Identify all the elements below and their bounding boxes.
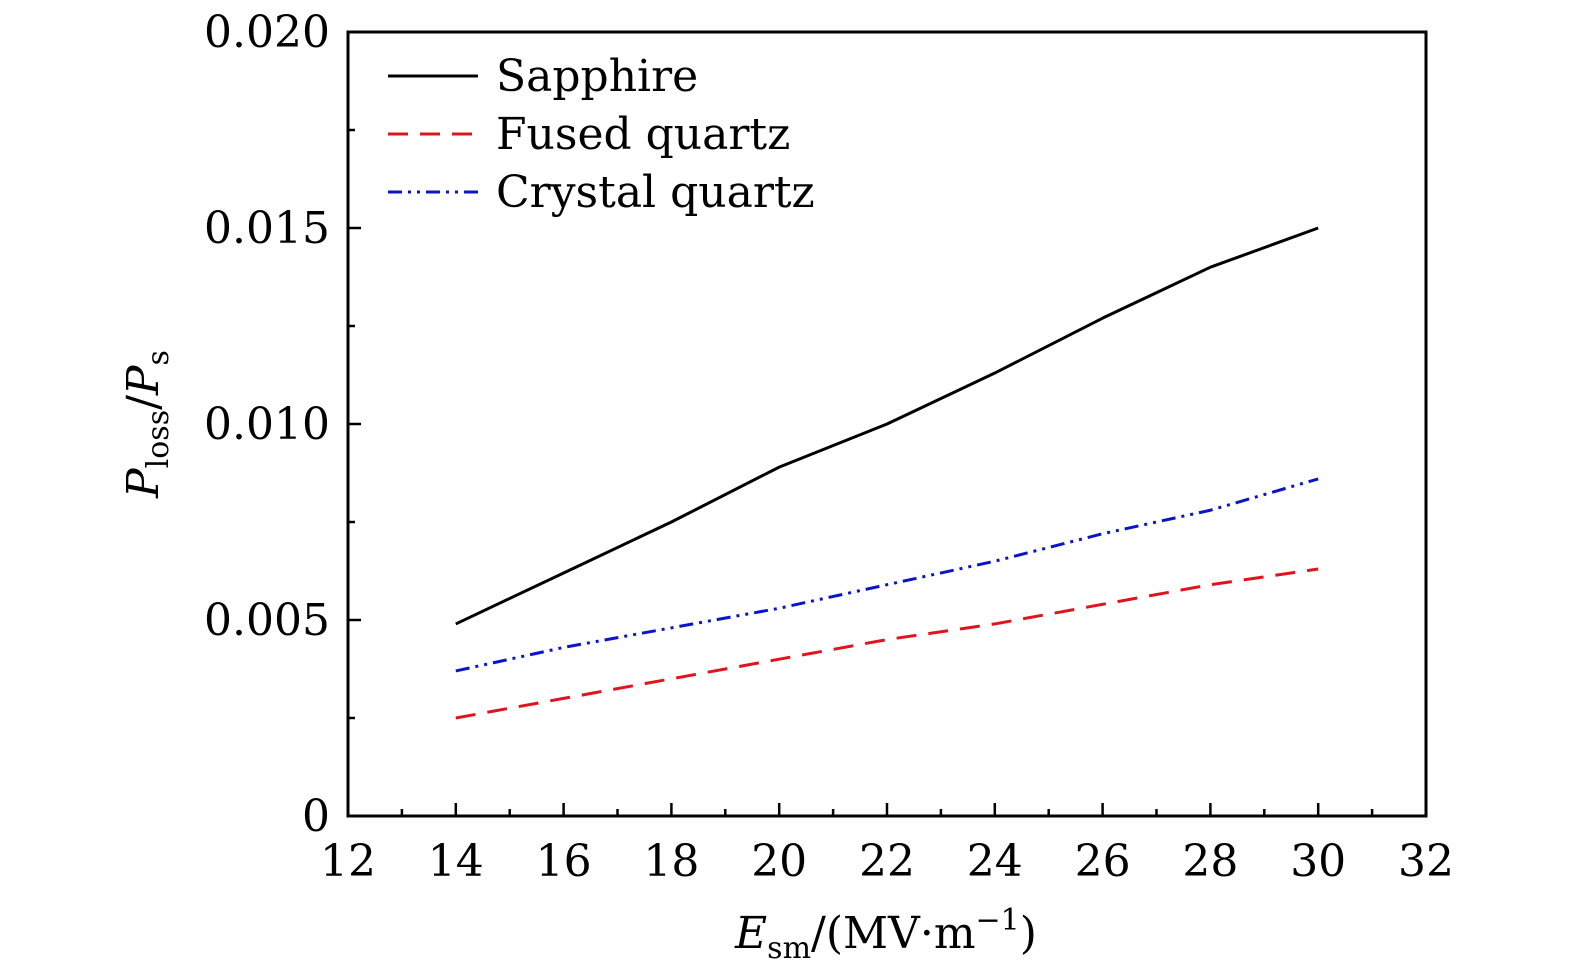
- x-tick-label: 32: [1398, 836, 1454, 887]
- x-tick-label: 14: [428, 836, 484, 887]
- x-tick-label: 30: [1290, 836, 1346, 887]
- x-tick-label: 20: [751, 836, 807, 887]
- x-tick-label: 22: [859, 836, 915, 887]
- x-axis-ticks: 12 14 16 18 20 22 24 26 28 30 32: [320, 803, 1454, 887]
- series-line-crystal-quartz: [455, 477, 1319, 673]
- x-tick-label: 24: [967, 836, 1023, 887]
- legend-label: Fused quartz: [496, 109, 790, 160]
- legend: Sapphire Fused quartz Crystal quartz: [388, 51, 815, 218]
- series-line-fused-quartz: [455, 567, 1319, 720]
- x-tick-label: 12: [320, 836, 376, 887]
- y-axis-label: Ploss/Ps: [118, 350, 176, 499]
- x-tick-label: 18: [643, 836, 699, 887]
- series-line-sapphire: [455, 226, 1319, 626]
- y-tick-label: 0.020: [204, 7, 330, 58]
- legend-label: Crystal quartz: [496, 167, 815, 218]
- legend-label: Sapphire: [496, 51, 698, 102]
- series-layer: [455, 226, 1319, 720]
- y-tick-label: 0.005: [204, 595, 330, 646]
- y-tick-label: 0.010: [204, 399, 330, 450]
- x-axis-label: Esm/(MV·m−1): [734, 903, 1037, 966]
- y-tick-label: 0: [302, 791, 330, 842]
- y-tick-label: 0.015: [204, 203, 330, 254]
- x-tick-label: 26: [1075, 836, 1131, 887]
- y-axis-ticks: 0 0.005 0.010 0.015 0.020: [204, 7, 361, 842]
- x-tick-label: 28: [1182, 836, 1238, 887]
- x-tick-label: 16: [536, 836, 592, 887]
